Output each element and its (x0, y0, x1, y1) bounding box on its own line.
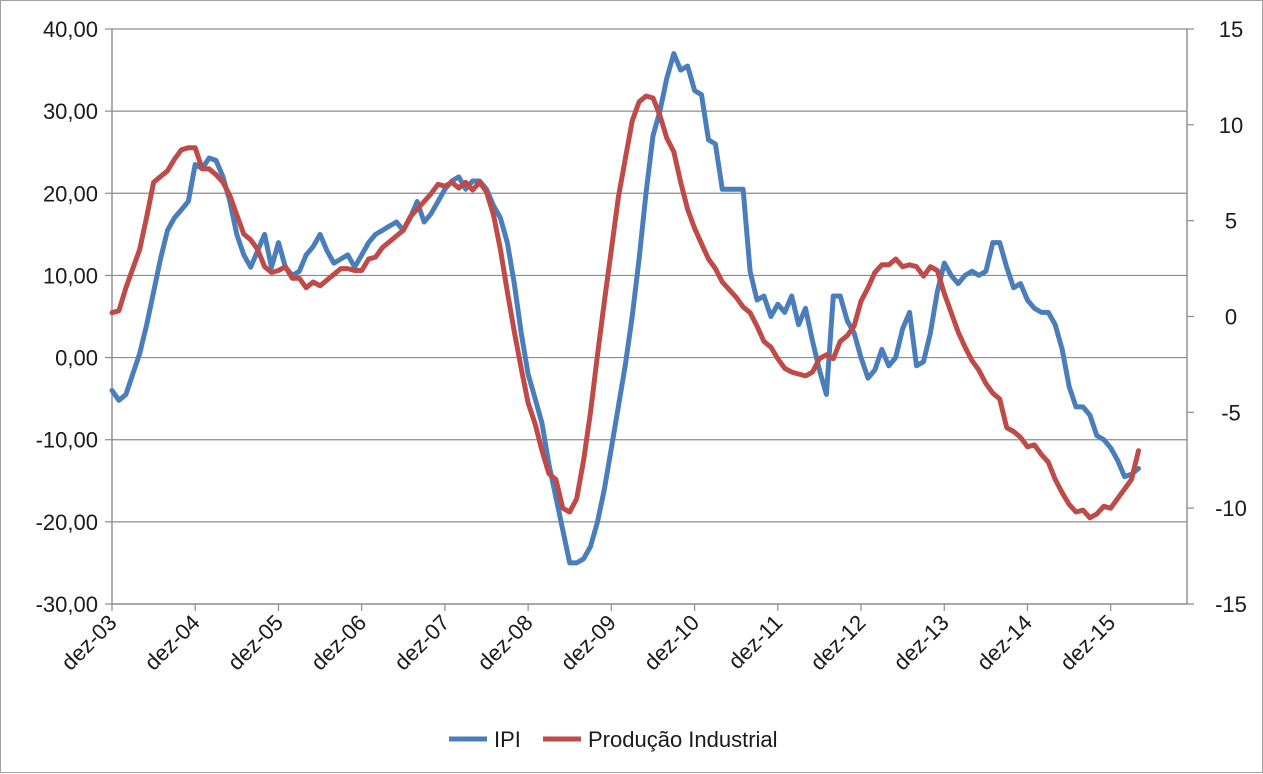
left-tick-label: 40,00 (43, 17, 98, 42)
x-tick-label: dez-14 (972, 610, 1037, 675)
legend-label: IPI (494, 727, 521, 752)
x-tick-label: dez-10 (639, 610, 704, 675)
x-axis-tick-labels: dez-03 dez-04 dez-05 dez-06 dez-07 dez-08 dez-… (56, 610, 1120, 675)
x-tick-label: dez-09 (556, 610, 621, 675)
gridlines (105, 28, 1194, 605)
right-tick-label: -10 (1215, 496, 1247, 521)
series-line-producao-industrial (109, 93, 1141, 521)
left-axis-tick-labels: 40,00 30,00 20,00 10,00 0,00 -10,00 -20,00 -30,… (36, 17, 98, 617)
x-tick-label: dez-07 (389, 610, 454, 675)
x-tick-label: dez-12 (805, 610, 870, 675)
right-tick-label: -15 (1215, 592, 1247, 617)
right-tick-label: -5 (1221, 400, 1241, 425)
right-tick-label: 0 (1225, 305, 1237, 330)
left-tick-label: -20,00 (36, 510, 98, 535)
right-tick-label: 15 (1219, 17, 1243, 42)
series-line-ipi (109, 51, 1141, 566)
x-tick-label: dez-05 (223, 610, 288, 675)
x-tick-label: dez-13 (889, 610, 954, 675)
left-tick-label: 10,00 (43, 263, 98, 288)
x-tick-label: dez-03 (56, 610, 121, 675)
left-tick-label: 20,00 (43, 181, 98, 206)
x-tick-label: dez-06 (306, 610, 371, 675)
x-tick-label: dez-04 (140, 610, 205, 675)
right-axis-tick-labels: 15 10 5 0 -5 -10 -15 (1215, 17, 1247, 617)
legend-label: Produção Industrial (588, 727, 778, 752)
x-tick-label: dez-11 (723, 610, 787, 674)
left-tick-label: 30,00 (43, 99, 98, 124)
x-tick-label: dez-08 (472, 610, 537, 675)
left-tick-label: 0,00 (55, 346, 98, 371)
right-tick-label: 10 (1219, 113, 1243, 138)
right-tick-label: 5 (1225, 209, 1237, 234)
left-tick-label: -30,00 (36, 592, 98, 617)
series-lines (109, 51, 1141, 566)
axes (111, 29, 1188, 611)
left-tick-label: -10,00 (36, 428, 98, 453)
x-tick-label: dez-15 (1055, 610, 1120, 675)
legend: IPI Produção Industrial (449, 727, 778, 752)
